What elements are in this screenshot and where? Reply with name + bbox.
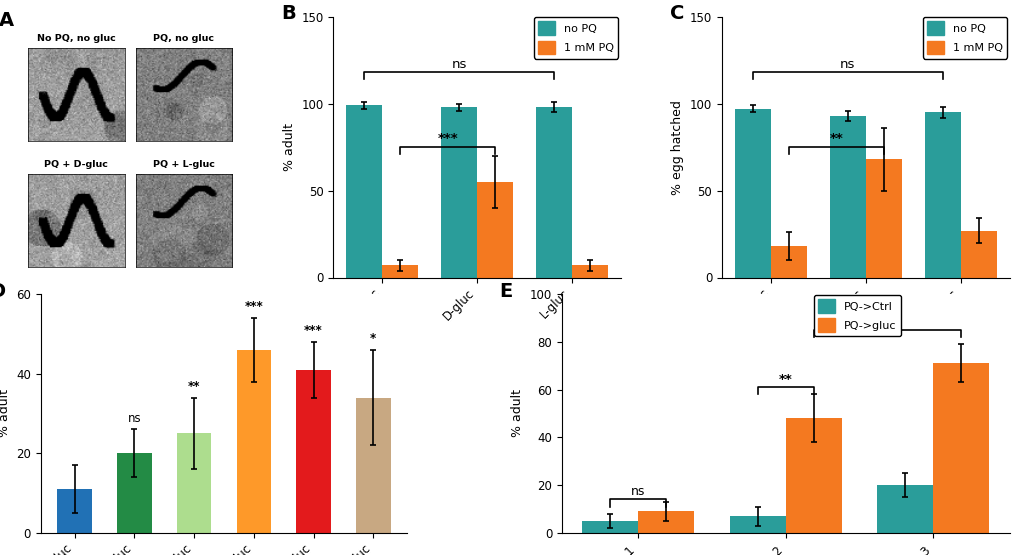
Text: PQ + D-gluc: PQ + D-gluc — [44, 160, 108, 169]
Bar — [582, 521, 638, 533]
Legend: PQ->Ctrl, PQ->gluc: PQ->Ctrl, PQ->gluc — [813, 295, 900, 336]
Text: ***: *** — [876, 316, 897, 329]
Legend: no PQ, 1 mM PQ: no PQ, 1 mM PQ — [533, 17, 618, 58]
Bar — [960, 230, 996, 278]
Bar — [785, 418, 841, 533]
Bar — [57, 489, 92, 533]
Text: **: ** — [779, 373, 792, 386]
Text: PQ + L-gluc: PQ + L-gluc — [153, 160, 215, 169]
Y-axis label: % adult: % adult — [0, 390, 10, 437]
Bar — [477, 182, 513, 278]
Bar — [924, 112, 960, 278]
Bar — [440, 107, 477, 278]
Bar — [176, 433, 211, 533]
Bar — [932, 364, 988, 533]
Bar — [735, 109, 770, 278]
Text: ***: *** — [245, 300, 263, 313]
Text: B: B — [281, 3, 296, 23]
Bar — [296, 370, 330, 533]
Text: **: ** — [187, 380, 200, 393]
Text: No PQ, no gluc: No PQ, no gluc — [37, 34, 115, 43]
Text: ***: *** — [437, 132, 458, 145]
Text: A: A — [0, 12, 14, 31]
Bar — [236, 350, 271, 533]
Text: ns: ns — [631, 485, 645, 498]
Y-axis label: % adult: % adult — [511, 390, 524, 437]
Legend: no PQ, 1 mM PQ: no PQ, 1 mM PQ — [922, 17, 1006, 58]
Bar — [535, 107, 572, 278]
Text: ns: ns — [840, 58, 855, 70]
Y-axis label: % adult: % adult — [282, 123, 296, 171]
Bar — [876, 485, 932, 533]
Text: PQ, no gluc: PQ, no gluc — [153, 34, 214, 43]
Bar — [730, 516, 785, 533]
Y-axis label: % egg hatched: % egg hatched — [671, 100, 684, 194]
Bar — [346, 105, 382, 278]
Text: ns: ns — [127, 412, 142, 425]
Bar — [865, 159, 901, 278]
Text: *: * — [370, 332, 376, 345]
Bar — [382, 265, 418, 278]
Bar — [117, 453, 152, 533]
Text: D: D — [0, 282, 6, 301]
Bar — [572, 265, 607, 278]
Bar — [356, 397, 390, 533]
Bar — [829, 116, 865, 278]
Text: **: ** — [828, 132, 843, 145]
Bar — [638, 511, 694, 533]
Text: C: C — [669, 3, 684, 23]
Bar — [770, 246, 806, 278]
Text: ***: *** — [304, 324, 323, 337]
Text: E: E — [498, 282, 512, 301]
Text: ns: ns — [451, 58, 467, 70]
